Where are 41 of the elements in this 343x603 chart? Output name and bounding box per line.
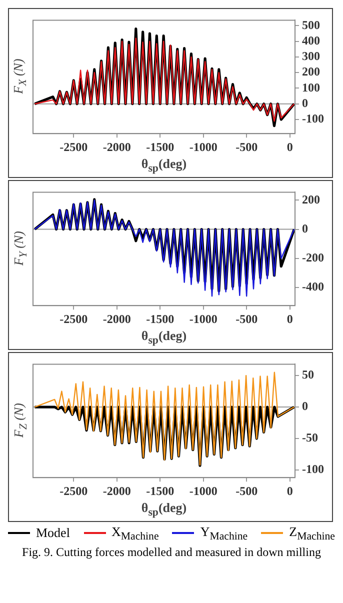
x-tick-label: -1000 xyxy=(189,312,218,326)
x-axis-title: θ$_{sp}$(deg) xyxy=(140,156,188,175)
y-tick-label: 300 xyxy=(302,49,320,64)
y-tick-label: 50 xyxy=(302,368,314,382)
x-tick-label: -2000 xyxy=(102,312,131,326)
y-tick-label: -200 xyxy=(302,250,324,264)
caption: Fig. 9. Cutting forces modelled and measured in down milling xyxy=(21,544,322,560)
x-tick-label: -500 xyxy=(236,484,258,498)
x-tick-label: -1000 xyxy=(189,484,218,498)
y-tick-label: -100 xyxy=(302,112,324,126)
x-tick-label: 0 xyxy=(286,484,293,498)
y-tick-label: 100 xyxy=(302,80,320,94)
legend-label: X$_{Machine}$ xyxy=(112,524,159,543)
y-tick-label: 500 xyxy=(302,18,320,32)
x-tick-label: -1500 xyxy=(146,484,174,498)
legend-label: Y$_{Machine}$ xyxy=(200,524,248,543)
y-tick-label: 200 xyxy=(302,64,320,79)
x-axis-title: θ$_{sp}$(deg) xyxy=(140,500,188,519)
y-tick-label: 0 xyxy=(302,96,308,110)
x-tick-label: -500 xyxy=(236,140,258,154)
x-axis-title: θ$_{sp}$(deg) xyxy=(140,328,188,347)
x-tick-label: -2000 xyxy=(102,484,131,498)
x-tick-label: -500 xyxy=(236,312,258,326)
legend-label: Model xyxy=(36,525,70,542)
x-tick-label: -2500 xyxy=(60,140,88,154)
y-tick-label: 0 xyxy=(302,399,308,414)
y-tick-label: -400 xyxy=(302,280,324,294)
x-tick-label: -2500 xyxy=(60,484,88,498)
x-tick-label: -1500 xyxy=(146,140,174,154)
y-tick-label: 0 xyxy=(302,221,308,236)
x-tick-label: 0 xyxy=(286,312,293,326)
x-tick-label: -1500 xyxy=(146,312,174,326)
y-tick-label: -50 xyxy=(302,430,318,445)
x-tick-label: 0 xyxy=(286,140,293,154)
x-tick-label: -2500 xyxy=(60,312,88,326)
x-tick-label: -2000 xyxy=(102,140,131,154)
y-tick-label: 200 xyxy=(302,192,320,206)
y-tick-label: -100 xyxy=(302,462,324,476)
x-tick-label: -1000 xyxy=(189,140,218,154)
legend-label: Z$_{Machine}$ xyxy=(289,524,335,543)
y-tick-label: 400 xyxy=(302,33,320,48)
